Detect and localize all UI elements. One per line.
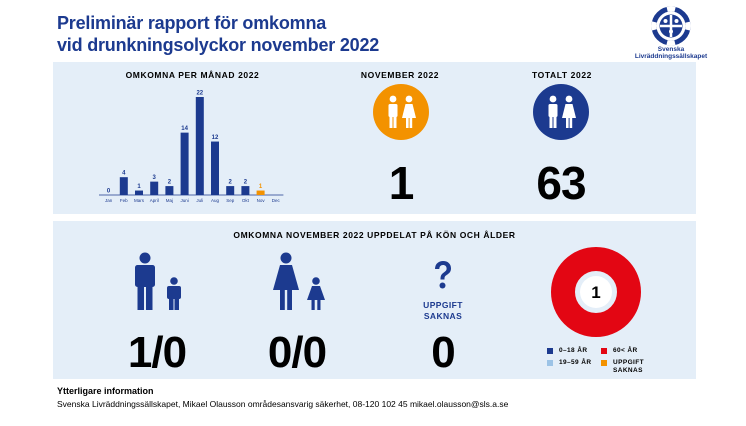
male-count: 1/0: [127, 328, 187, 377]
legend-item-60-plus: 60< ÅR: [601, 347, 638, 354]
man-woman-icon: [548, 95, 576, 128]
donut-slice-60-plus: [551, 247, 641, 337]
overview-panel: [53, 62, 696, 214]
legend-label: UPPGIFT SAKNAS: [613, 359, 644, 374]
monthly-chart-heading: OMKOMNA PER MÅNAD 2022: [125, 70, 260, 80]
page-title-line-1: Preliminär rapport för omkomna: [57, 13, 327, 33]
crown-lifebuoy-emblem-icon: [651, 6, 691, 46]
november-heading: NOVEMBER 2022: [360, 70, 440, 80]
legend-item-19-59: 19–59 ÅR: [547, 359, 591, 366]
legend-swatch: [547, 348, 553, 354]
legend-swatch: [547, 360, 553, 366]
total-count: 63: [536, 157, 586, 209]
man-woman-icon: [388, 95, 416, 128]
legend-item-unknown: UPPGIFT SAKNAS: [601, 359, 649, 375]
unknown-label-line-1: UPPGIFT: [423, 300, 463, 310]
legend-item-0-18: 0–18 ÅR: [547, 347, 587, 354]
footer-title: Ytterligare information: [57, 386, 154, 396]
legend-label: 19–59 ÅR: [559, 359, 592, 366]
november-count: 1: [388, 157, 415, 209]
sls-logo: Svenska Livräddningssällskapet: [631, 6, 711, 62]
legend-swatch: [601, 360, 607, 366]
unknown-count: 0: [431, 328, 455, 377]
man-boy-icon: [135, 252, 181, 310]
total-heading: TOTALT 2022: [532, 70, 592, 80]
logo-text-line-2: Livräddningssällskapet: [634, 53, 708, 60]
page-title-line-2: vid drunkningsolyckor november 2022: [57, 35, 380, 55]
footer-contact: Svenska Livräddningssällskapet, Mikael O…: [57, 399, 509, 409]
unknown-label: UPPGIFT SAKNAS: [410, 300, 476, 322]
legend-label: 0–18 ÅR: [559, 347, 588, 354]
legend-label: 60< ÅR: [613, 347, 638, 354]
logo-text-line-1: Svenska: [657, 46, 685, 53]
woman-girl-icon: [273, 252, 325, 310]
legend-swatch: [601, 348, 607, 354]
donut-center-label: 1: [591, 283, 600, 302]
unknown-label-line-2: SAKNAS: [423, 311, 463, 321]
question-mark-icon: [435, 261, 451, 289]
breakdown-heading: OMKOMNA NOVEMBER 2022 UPPDELAT PÅ KÖN OC…: [233, 230, 516, 240]
female-count: 0/0: [267, 328, 327, 377]
donut-center: [580, 276, 612, 308]
total-badge: [533, 84, 589, 140]
november-badge: [373, 84, 429, 140]
age-donut-chart: 1: [551, 247, 641, 337]
page-title: Preliminär rapport för omkomna vid drunk…: [57, 12, 379, 56]
